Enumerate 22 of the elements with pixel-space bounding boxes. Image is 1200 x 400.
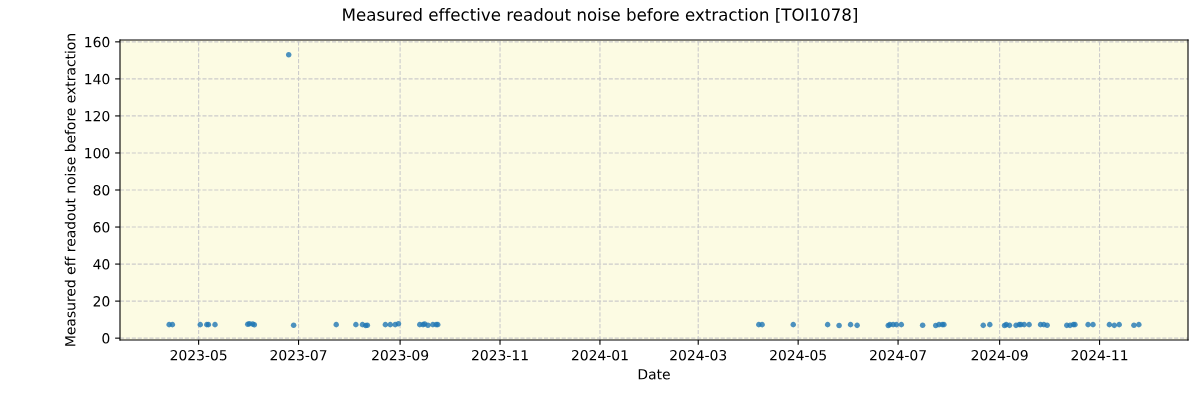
x-axis-title: Date bbox=[638, 369, 670, 380]
y-tick-label: 80 bbox=[93, 184, 110, 196]
chart-title: Measured effective readout noise before extraction [TOI1078] bbox=[343, 8, 857, 23]
x-tick-label: 2024-09 bbox=[971, 349, 1028, 361]
y-tick-label: 100 bbox=[85, 147, 110, 159]
x-tick-label: 2024-01 bbox=[571, 349, 628, 361]
x-tick-label: 2024-05 bbox=[770, 349, 826, 361]
y-tick-label: 120 bbox=[85, 110, 110, 122]
x-tick-label: 2023-09 bbox=[372, 349, 429, 361]
y-tick-label: 0 bbox=[102, 333, 110, 344]
x-tick-label: 2024-07 bbox=[870, 349, 926, 361]
x-tick-label: 2024-03 bbox=[670, 349, 727, 361]
y-tick-label: 60 bbox=[93, 222, 110, 233]
y-axis-title: Measured eff readout noise before extraction bbox=[64, 34, 76, 346]
y-tick-label: 20 bbox=[93, 296, 110, 307]
y-tick-label: 140 bbox=[85, 73, 110, 85]
x-tick-label: 2023-11 bbox=[472, 349, 528, 361]
y-tick-label: 160 bbox=[85, 36, 110, 48]
x-tick-label: 2023-07 bbox=[270, 349, 327, 361]
x-tick-label: 2023-05 bbox=[170, 349, 227, 361]
x-tick-label: 2024-11 bbox=[1071, 349, 1128, 361]
y-tick-label: 40 bbox=[93, 259, 110, 270]
